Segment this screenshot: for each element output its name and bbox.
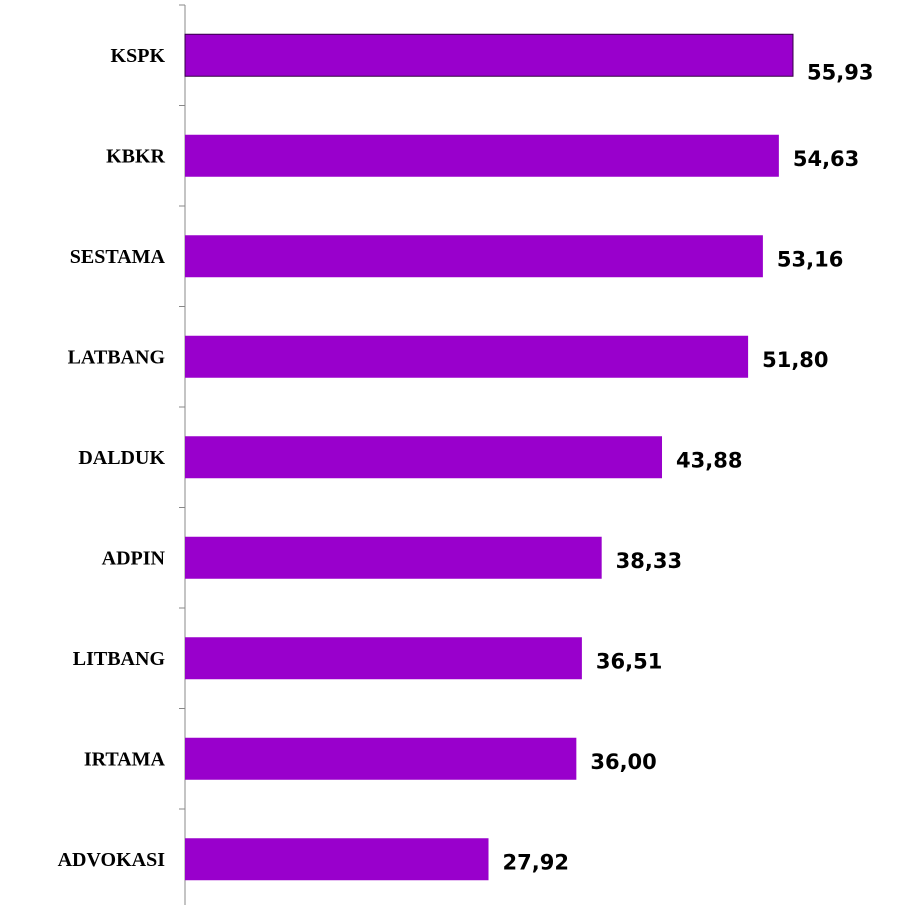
data-label: 27,92 xyxy=(503,850,569,874)
bar xyxy=(184,33,794,77)
bar xyxy=(185,838,489,881)
y-tick-label: ADPIN xyxy=(102,547,166,569)
bar xyxy=(185,134,779,177)
y-tick-label: KSPK xyxy=(111,45,166,67)
y-tick-label: DALDUK xyxy=(78,447,165,469)
data-label: 43,88 xyxy=(676,448,742,472)
data-label: 36,00 xyxy=(590,750,656,774)
y-tick-label: LITBANG xyxy=(73,648,166,670)
data-label: 53,16 xyxy=(777,247,843,271)
y-tick-label: IRTAMA xyxy=(84,748,166,770)
y-tick-label: LATBANG xyxy=(68,346,166,368)
data-label: 38,33 xyxy=(616,549,682,573)
data-label: 54,63 xyxy=(793,147,859,171)
data-label: 36,51 xyxy=(596,649,662,673)
data-label: 55,93 xyxy=(807,60,873,84)
y-tick-label: ADVOKASI xyxy=(58,849,166,871)
y-tick-label: SESTAMA xyxy=(70,246,166,268)
bar xyxy=(185,637,582,680)
bar xyxy=(185,436,663,479)
bar xyxy=(185,536,602,579)
bar xyxy=(185,335,749,378)
y-tick-label: KBKR xyxy=(106,145,165,167)
data-label: 51,80 xyxy=(762,348,828,372)
bar xyxy=(185,235,763,278)
bar xyxy=(185,737,577,780)
